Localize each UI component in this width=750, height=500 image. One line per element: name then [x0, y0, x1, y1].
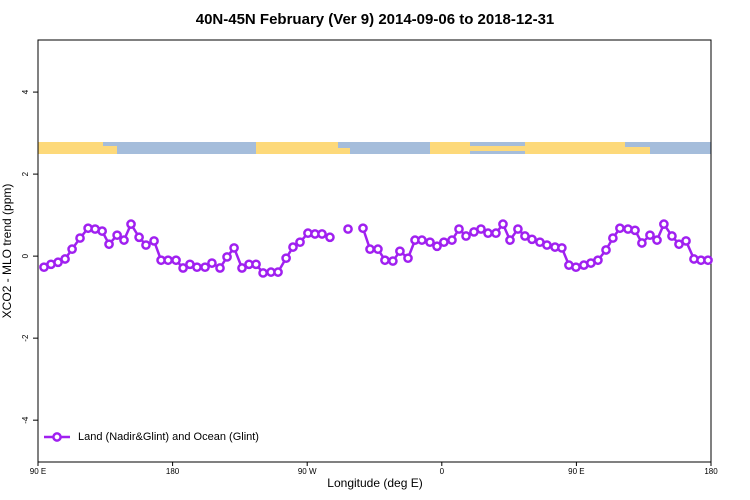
data-point — [251, 259, 261, 270]
x-tick-label: 180 — [704, 467, 718, 476]
data-point — [97, 226, 108, 236]
data-point — [527, 234, 537, 245]
chart-title: 40N-45N February (Ver 9) 2014-09-06 to 2… — [196, 11, 555, 28]
land-band — [525, 142, 625, 154]
x-tick-label: 180 — [166, 467, 180, 476]
data-point — [615, 223, 625, 234]
land-band — [338, 148, 350, 154]
data-point — [104, 239, 114, 250]
data-point — [317, 229, 327, 239]
data-point — [126, 219, 136, 229]
data-point — [119, 235, 129, 245]
x-axis-label: Longitude (deg E) — [327, 476, 422, 490]
x-tick-label: 90 W — [298, 467, 317, 476]
data-point — [112, 230, 122, 241]
data-point — [200, 262, 210, 273]
data-point — [681, 236, 691, 246]
data-point — [483, 228, 493, 239]
data-point — [637, 238, 647, 248]
data-point — [593, 255, 603, 266]
data-point — [207, 258, 217, 268]
data-point — [281, 253, 291, 264]
data-point — [703, 255, 713, 266]
data-point — [403, 253, 413, 264]
data-point — [343, 224, 353, 234]
x-tick-label: 90 E — [568, 467, 584, 476]
land-band — [430, 142, 470, 154]
land-band — [470, 146, 525, 151]
x-tick-label: 90 E — [30, 467, 46, 476]
land-band — [625, 147, 650, 154]
data-point — [630, 225, 640, 236]
data-point — [608, 233, 618, 243]
plot-frame — [37, 39, 712, 463]
data-point — [667, 231, 677, 241]
y-tick-label: 4 — [21, 89, 30, 94]
data-point — [288, 242, 298, 252]
data-point — [542, 240, 552, 250]
data-point — [141, 240, 151, 250]
y-tick-label: 0 — [21, 253, 30, 258]
data-point — [557, 243, 567, 253]
y-tick-label: 2 — [21, 171, 30, 176]
data-point — [60, 254, 70, 264]
data-point — [149, 236, 159, 246]
data-point — [425, 237, 435, 248]
data-point — [163, 255, 173, 266]
data-point — [454, 224, 464, 234]
y-axis-label: XCO2 - MLO trend (ppm) — [0, 184, 14, 319]
data-point — [491, 228, 501, 239]
data-point — [498, 219, 508, 229]
data-point — [505, 235, 515, 245]
data-point — [273, 267, 283, 277]
data-point — [358, 223, 368, 234]
y-tick-label: -4 — [21, 416, 30, 424]
y-tick-label: -2 — [21, 334, 30, 342]
data-point — [178, 263, 188, 273]
data-point — [192, 262, 202, 273]
data-point — [447, 235, 457, 245]
legend-label: Land (Nadir&Glint) and Ocean (Glint) — [78, 431, 259, 443]
data-point — [134, 232, 144, 243]
data-point — [171, 255, 181, 266]
data-point — [432, 241, 442, 252]
land-band — [103, 146, 117, 154]
data-point — [229, 243, 239, 253]
data-point — [439, 237, 449, 248]
data-point — [237, 263, 247, 273]
data-point — [652, 235, 662, 245]
land-band — [256, 142, 338, 154]
data-point — [215, 263, 225, 273]
data-point — [388, 256, 398, 266]
data-point — [601, 245, 611, 255]
data-point — [258, 268, 268, 278]
legend-marker — [52, 432, 62, 442]
data-point — [513, 224, 523, 234]
data-point — [295, 237, 305, 248]
land-band — [38, 142, 103, 154]
data-point — [571, 262, 581, 273]
data-point — [75, 233, 85, 243]
data-point — [645, 230, 655, 241]
data-point — [395, 246, 405, 257]
data-point — [365, 244, 375, 255]
data-point — [659, 219, 669, 229]
data-point — [222, 252, 232, 262]
data-point — [417, 235, 427, 245]
surface-band — [38, 142, 711, 154]
data-point — [373, 244, 383, 255]
x-tick-label: 0 — [440, 467, 445, 476]
series-line — [361, 221, 709, 269]
data-point — [380, 255, 390, 266]
data-point — [461, 231, 471, 241]
data-point — [325, 232, 335, 243]
data-point — [67, 244, 77, 255]
data-point — [476, 224, 486, 234]
